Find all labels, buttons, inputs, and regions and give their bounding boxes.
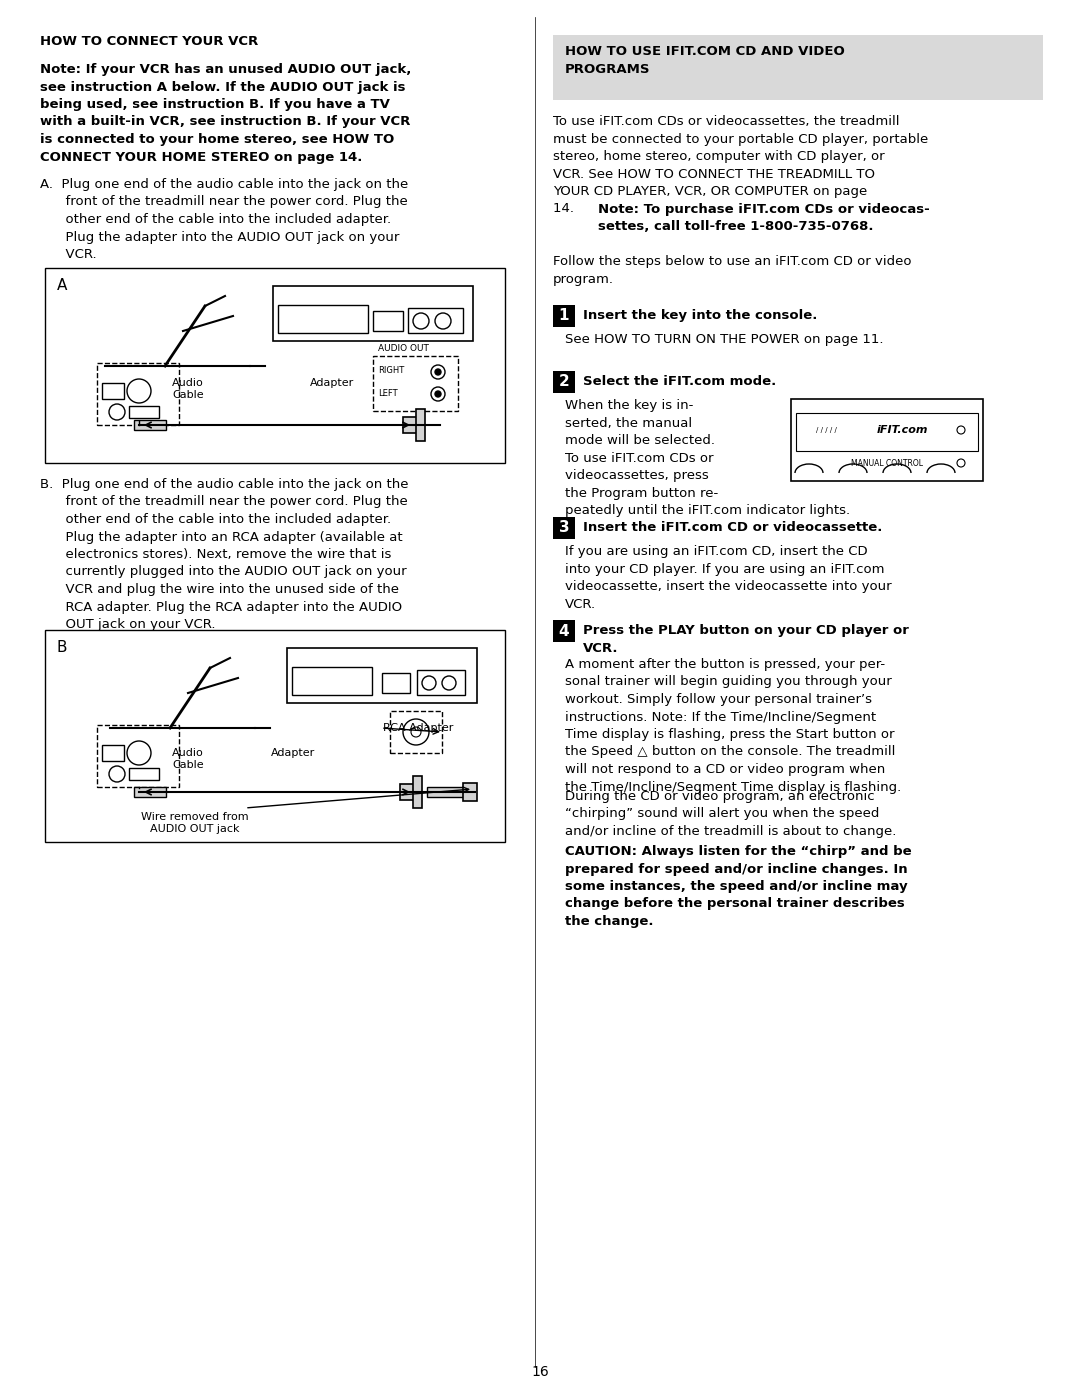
Bar: [129, 768, 159, 780]
FancyBboxPatch shape: [373, 356, 458, 411]
Text: Select the iFIT.com mode.: Select the iFIT.com mode.: [583, 374, 777, 388]
Bar: [791, 400, 983, 481]
Bar: [102, 383, 124, 400]
Text: See HOW TO TURN ON THE POWER on page 11.: See HOW TO TURN ON THE POWER on page 11.: [565, 332, 883, 346]
Text: Follow the steps below to use an iFIT.com CD or video
program.: Follow the steps below to use an iFIT.co…: [553, 256, 912, 285]
Text: A.  Plug one end of the audio cable into the jack on the
      front of the trea: A. Plug one end of the audio cable into …: [40, 177, 408, 261]
Text: 1: 1: [558, 309, 569, 324]
Bar: [134, 420, 166, 430]
Bar: [427, 787, 465, 798]
Circle shape: [435, 391, 441, 397]
Text: Adapter: Adapter: [271, 747, 315, 759]
Circle shape: [431, 387, 445, 401]
Text: Note: To purchase iFIT.com CDs or videocas-
settes, call toll-free 1-800-735-076: Note: To purchase iFIT.com CDs or videoc…: [598, 203, 930, 233]
Bar: [417, 671, 465, 694]
Text: RIGHT: RIGHT: [378, 366, 404, 374]
Text: A moment after the button is pressed, your per-
sonal trainer will begin guiding: A moment after the button is pressed, yo…: [565, 658, 901, 793]
Bar: [413, 775, 422, 807]
Text: 4: 4: [558, 623, 569, 638]
Bar: [292, 666, 372, 694]
Bar: [403, 416, 419, 433]
Bar: [278, 305, 368, 332]
Bar: [102, 745, 124, 761]
Text: Press the PLAY button on your CD player or
VCR.: Press the PLAY button on your CD player …: [583, 624, 909, 655]
FancyBboxPatch shape: [97, 363, 179, 425]
Text: Audio
Cable: Audio Cable: [172, 747, 204, 770]
Text: To use iFIT.com CDs or videocassettes, the treadmill
must be connected to your p: To use iFIT.com CDs or videocassettes, t…: [553, 115, 928, 215]
Text: Adapter: Adapter: [310, 379, 354, 388]
Bar: [373, 312, 403, 331]
Text: When the key is in-
serted, the manual
mode will be selected.
To use iFIT.com CD: When the key is in- serted, the manual m…: [565, 400, 850, 517]
Text: Insert the key into the console.: Insert the key into the console.: [583, 309, 818, 321]
Text: LEFT: LEFT: [378, 388, 397, 398]
Bar: [408, 307, 463, 332]
Circle shape: [413, 313, 429, 330]
FancyBboxPatch shape: [390, 711, 442, 753]
Text: Note: If your VCR has an unused AUDIO OUT jack,
see instruction A below. If the : Note: If your VCR has an unused AUDIO OU…: [40, 63, 411, 163]
Circle shape: [431, 365, 445, 379]
Bar: [273, 286, 473, 341]
Circle shape: [422, 676, 436, 690]
Text: / / / / /: / / / / /: [816, 427, 837, 433]
Text: If you are using an iFIT.com CD, insert the CD
into your CD player. If you are u: If you are using an iFIT.com CD, insert …: [565, 545, 892, 610]
Bar: [796, 414, 978, 451]
Circle shape: [109, 766, 125, 782]
Text: RCA Adapter: RCA Adapter: [383, 724, 454, 733]
Bar: [45, 268, 505, 462]
Circle shape: [435, 313, 451, 330]
Bar: [382, 673, 410, 693]
Bar: [553, 620, 575, 643]
Circle shape: [957, 460, 966, 467]
Text: Insert the iFIT.com CD or videocassette.: Insert the iFIT.com CD or videocassette.: [583, 521, 882, 534]
Bar: [553, 305, 575, 327]
Circle shape: [109, 404, 125, 420]
Text: MANUAL CONTROL: MANUAL CONTROL: [851, 458, 923, 468]
Bar: [416, 409, 426, 441]
Bar: [553, 35, 1043, 101]
Text: Audio
Cable: Audio Cable: [172, 379, 204, 401]
Text: Wire removed from
AUDIO OUT jack: Wire removed from AUDIO OUT jack: [141, 812, 248, 834]
Bar: [129, 407, 159, 418]
Text: HOW TO CONNECT YOUR VCR: HOW TO CONNECT YOUR VCR: [40, 35, 258, 47]
Circle shape: [127, 740, 151, 766]
Circle shape: [127, 379, 151, 402]
Text: 16: 16: [531, 1365, 549, 1379]
Bar: [45, 630, 505, 842]
Text: A: A: [57, 278, 67, 293]
Text: CAUTION: Always listen for the “chirp” and be
prepared for speed and/or incline : CAUTION: Always listen for the “chirp” a…: [565, 845, 912, 928]
Circle shape: [403, 719, 429, 745]
Text: During the CD or video program, an electronic
“chirping” sound will alert you wh: During the CD or video program, an elect…: [565, 789, 896, 838]
Text: AUDIO OUT: AUDIO OUT: [378, 344, 429, 353]
Bar: [134, 787, 166, 798]
Circle shape: [957, 426, 966, 434]
Bar: [400, 784, 416, 800]
Text: 2: 2: [558, 374, 569, 390]
Bar: [553, 517, 575, 539]
Text: B.  Plug one end of the audio cable into the jack on the
      front of the trea: B. Plug one end of the audio cable into …: [40, 478, 408, 631]
Bar: [287, 648, 477, 703]
Bar: [553, 372, 575, 393]
Circle shape: [442, 676, 456, 690]
Text: 3: 3: [558, 521, 569, 535]
Text: B: B: [57, 640, 67, 655]
Text: iFIT.com: iFIT.com: [877, 425, 928, 434]
Text: HOW TO USE IFIT.COM CD AND VIDEO
PROGRAMS: HOW TO USE IFIT.COM CD AND VIDEO PROGRAM…: [565, 45, 845, 75]
Circle shape: [435, 369, 441, 374]
FancyBboxPatch shape: [97, 725, 179, 787]
Bar: [463, 782, 477, 800]
Circle shape: [411, 726, 421, 738]
